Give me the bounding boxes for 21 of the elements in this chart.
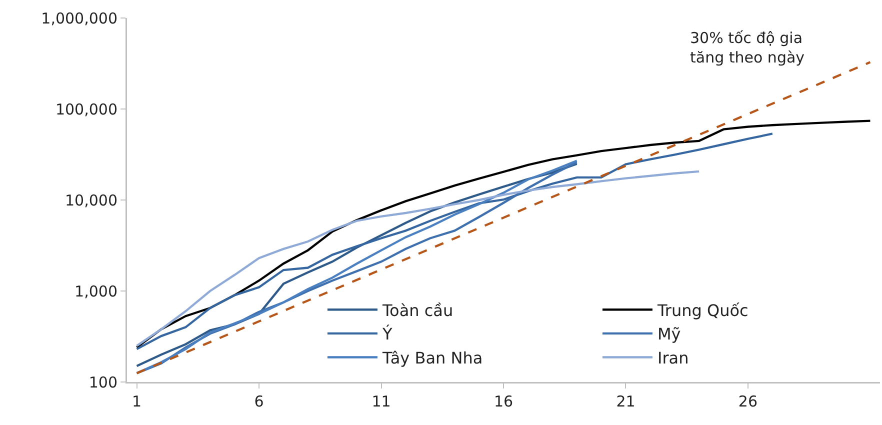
- x-tick-label: 6: [254, 392, 264, 410]
- y-tick-label: 100: [88, 373, 118, 392]
- x-tick-label: 11: [372, 392, 391, 410]
- legend-label: Ý: [381, 324, 392, 344]
- y-tick-label: 10,000: [65, 191, 118, 210]
- legend-label: Toàn cầu: [381, 300, 454, 320]
- y-tick-label: 100,000: [55, 100, 118, 118]
- annotation: 30% tốc độ gia tăng theo ngày: [690, 29, 805, 66]
- x-tick-label: 16: [494, 392, 514, 410]
- x-tick-label: 21: [616, 392, 636, 410]
- x-tick-label: 26: [738, 392, 758, 410]
- y-tick-label: 1,000,000: [41, 9, 118, 28]
- legend-label: Tây Ban Nha: [381, 348, 483, 368]
- legend-label: Iran: [657, 348, 689, 368]
- legend-label: Mỹ: [657, 324, 681, 344]
- x-tick-label: 1: [132, 392, 142, 410]
- line-series: [136, 120, 872, 348]
- line-series: [136, 170, 700, 347]
- legend-label: Trung Quốc: [656, 300, 748, 320]
- line-series: [136, 132, 774, 350]
- y-tick-label: 1,000: [74, 282, 118, 300]
